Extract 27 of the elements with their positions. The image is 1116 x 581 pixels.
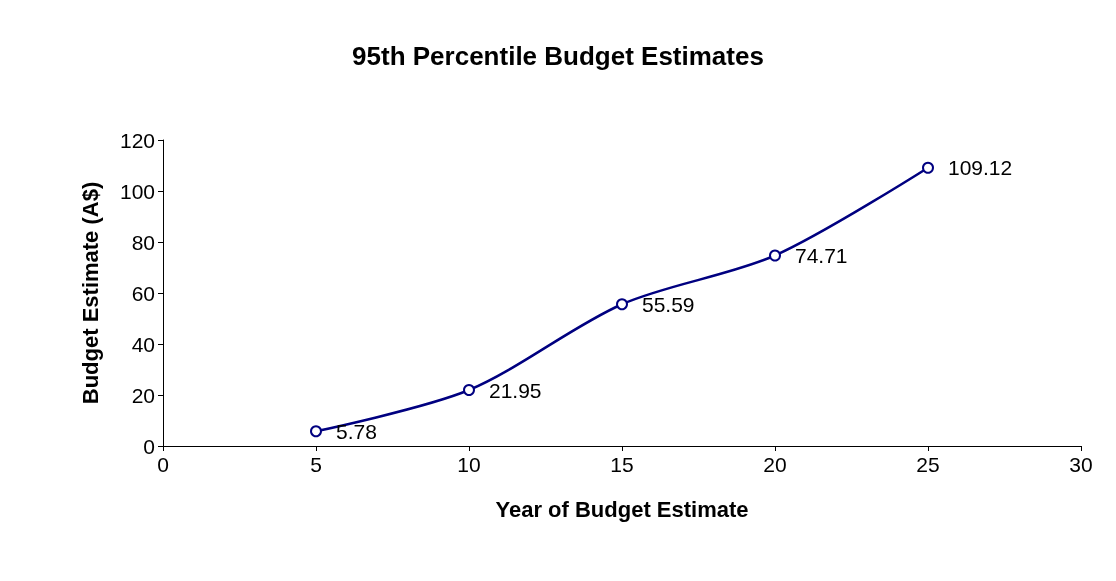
y-tick-label: 20 <box>131 383 155 407</box>
point <box>922 161 934 174</box>
y-tick-label: 0 <box>143 434 155 458</box>
y-tick-label: 40 <box>131 332 155 356</box>
x-tick-label: 25 <box>916 453 940 476</box>
x-tick-label: 0 <box>157 453 169 476</box>
x-tick-label: 5 <box>310 453 322 476</box>
x-axis-title: Year of Budget Estimate <box>495 496 749 522</box>
x-tick-label: 30 <box>1069 453 1093 476</box>
x-tick-label: 20 <box>763 453 787 476</box>
y-tick-label: 120 <box>119 128 155 152</box>
point <box>310 425 322 438</box>
data-label: 109.12 <box>948 156 1013 180</box>
y-tick-label: 80 <box>131 230 155 254</box>
y-tick-label: 60 <box>131 281 155 305</box>
x-tick-label: 15 <box>610 453 634 476</box>
y-tick-label: 100 <box>119 179 155 203</box>
point <box>769 249 781 262</box>
data-label: 21.95 <box>489 378 542 402</box>
x-tick-label: 10 <box>457 453 481 476</box>
data-label: 74.71 <box>795 243 848 267</box>
point <box>616 298 628 311</box>
data-label: 5.78 <box>336 419 377 443</box>
data-label: 55.59 <box>642 292 695 316</box>
y-axis-title: Budget Estimate (A$) <box>77 181 103 405</box>
point <box>463 384 475 397</box>
chart-title: 95th Percentile Budget Estimates <box>352 41 764 71</box>
